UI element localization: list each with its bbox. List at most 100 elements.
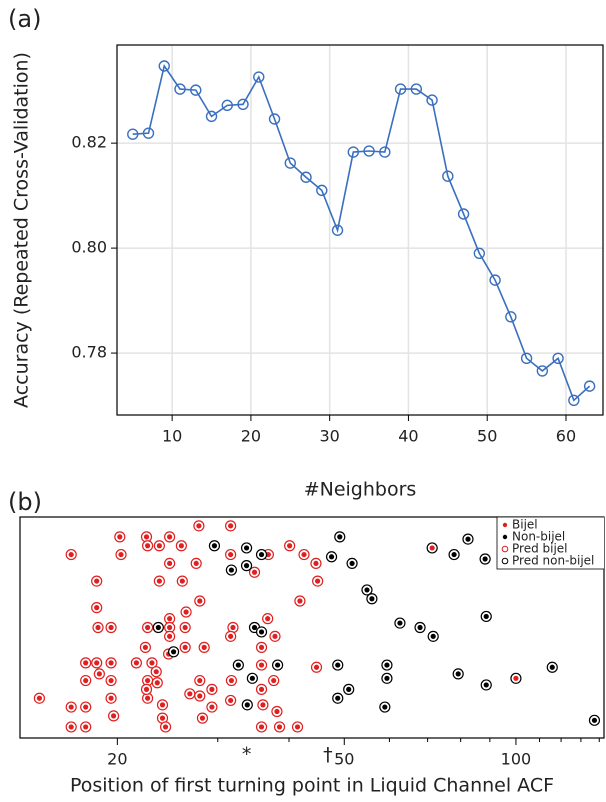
data-point — [237, 98, 249, 111]
data-point — [457, 208, 470, 220]
data-point — [300, 171, 312, 183]
x-tick-label: 10 — [162, 427, 182, 446]
data-point — [145, 677, 151, 684]
data-point — [397, 620, 403, 626]
data-point — [429, 545, 435, 551]
data-point — [276, 724, 283, 730]
data-point — [228, 551, 234, 558]
data-point — [83, 724, 89, 730]
data-point — [297, 598, 303, 604]
data-point — [205, 110, 218, 123]
data-point — [337, 534, 343, 540]
data-point — [182, 624, 188, 631]
data-point — [209, 704, 215, 710]
data-point — [369, 596, 375, 602]
data-point — [382, 704, 388, 710]
data-point — [142, 127, 155, 139]
data-point — [174, 83, 186, 95]
data-point — [228, 567, 235, 573]
data-point — [117, 534, 123, 540]
data-point — [417, 624, 423, 631]
data-point — [155, 624, 161, 631]
x-tick-label: 100 — [501, 750, 532, 769]
data-point — [143, 686, 150, 692]
data-point — [265, 551, 271, 558]
data-point — [271, 677, 277, 684]
data-point — [94, 605, 100, 611]
legend-label: Bijel — [512, 518, 538, 532]
data-point — [258, 551, 265, 558]
data-point — [483, 682, 489, 688]
x-tick-label: 50 — [334, 750, 354, 769]
data-point — [182, 644, 188, 650]
data-point — [156, 543, 162, 549]
data-point — [489, 274, 501, 286]
data-point — [228, 697, 234, 704]
data-point — [483, 613, 489, 620]
legend-symbol — [501, 545, 509, 553]
data-point — [108, 624, 114, 631]
data-point — [513, 675, 519, 681]
data-point — [228, 523, 234, 529]
data-point — [410, 83, 423, 95]
data-point — [167, 624, 173, 631]
data-point — [197, 598, 203, 604]
data-point — [154, 680, 160, 686]
data-point — [167, 616, 173, 622]
data-point — [197, 677, 203, 684]
data-point — [199, 715, 206, 721]
data-point — [394, 83, 407, 95]
data-point — [83, 677, 89, 684]
data-point — [379, 146, 391, 158]
data-point — [275, 662, 281, 668]
panel-label: (a) — [8, 5, 41, 33]
data-point — [94, 660, 100, 666]
data-point — [243, 563, 250, 569]
data-point — [313, 664, 320, 670]
y-tick-label: 0.80 — [71, 238, 107, 257]
data-point — [430, 633, 436, 639]
data-line — [132, 64, 591, 402]
data-point — [284, 157, 296, 169]
data-point — [167, 560, 173, 567]
data-point — [384, 662, 390, 668]
data-point — [193, 560, 199, 567]
x-axis-label: #Neighbors — [304, 479, 417, 501]
data-point — [265, 616, 271, 622]
data-point — [349, 560, 355, 567]
data-point — [520, 352, 533, 365]
data-point — [251, 569, 258, 575]
panel-label: (b) — [8, 488, 42, 516]
data-point — [68, 724, 74, 730]
data-point — [583, 380, 596, 392]
data-point — [465, 536, 471, 542]
data-point — [316, 184, 328, 197]
data-point — [274, 708, 280, 715]
data-point — [170, 649, 177, 655]
annotation: * — [242, 744, 252, 766]
data-point — [159, 715, 166, 721]
x-tick-label: 20 — [241, 427, 261, 446]
data-point — [179, 578, 185, 584]
data-point — [153, 669, 159, 675]
data-point — [143, 534, 150, 540]
data-point — [156, 578, 162, 584]
x-axis-label: Position of first turning point in Liqui… — [70, 775, 554, 797]
data-point — [167, 633, 173, 639]
data-point — [536, 365, 549, 377]
data-point — [162, 724, 169, 730]
data-point — [228, 677, 235, 684]
data-point — [68, 704, 74, 710]
data-point — [235, 662, 241, 668]
data-point — [258, 662, 265, 668]
data-point — [145, 695, 151, 701]
data-point — [83, 704, 89, 710]
data-point — [313, 560, 319, 567]
data-point — [253, 71, 265, 83]
legend-label: Pred non-bijel — [512, 554, 594, 568]
data-point — [315, 578, 321, 584]
y-axis-label: Accuracy (Repeated Cross-Validation) — [11, 52, 33, 408]
data-point — [228, 633, 234, 639]
data-point — [260, 702, 266, 708]
